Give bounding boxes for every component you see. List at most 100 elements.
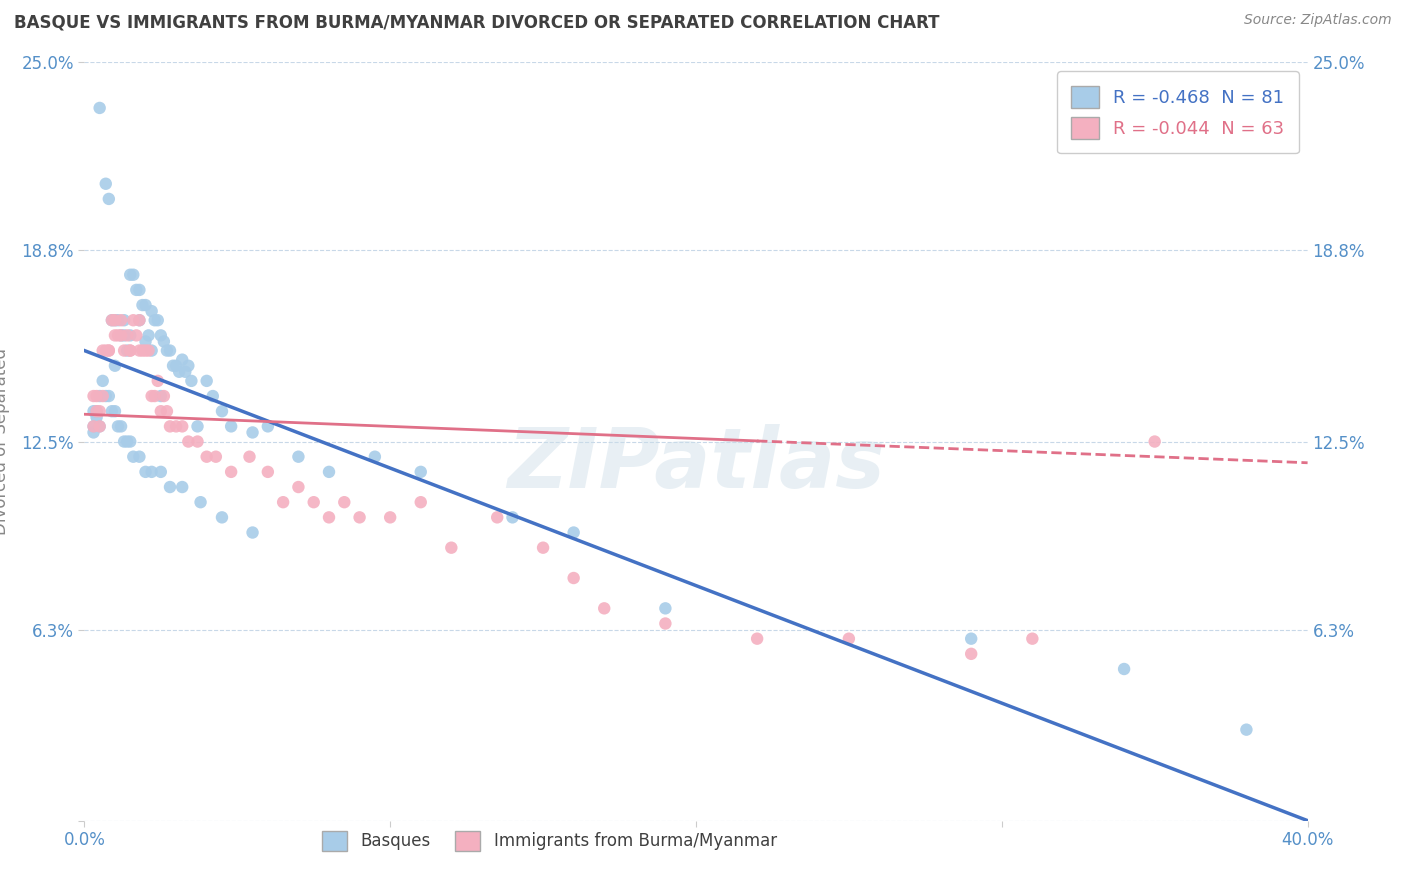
Point bbox=[502, 510, 524, 524]
Point bbox=[172, 419, 194, 434]
Point bbox=[242, 525, 264, 540]
Point bbox=[654, 616, 676, 631]
Point bbox=[174, 365, 197, 379]
Point bbox=[83, 404, 105, 418]
Point bbox=[211, 404, 233, 418]
Point bbox=[219, 419, 242, 434]
Point bbox=[143, 389, 166, 403]
Point bbox=[128, 313, 150, 327]
Point bbox=[380, 510, 402, 524]
Point bbox=[120, 268, 142, 282]
Point bbox=[135, 334, 157, 349]
Point bbox=[112, 343, 135, 358]
Point bbox=[141, 465, 163, 479]
Point bbox=[107, 419, 129, 434]
Point bbox=[271, 495, 294, 509]
Point bbox=[205, 450, 228, 464]
Point bbox=[107, 328, 129, 343]
Point bbox=[333, 495, 356, 509]
Point bbox=[141, 343, 163, 358]
Point bbox=[89, 389, 111, 403]
Point bbox=[120, 328, 142, 343]
Y-axis label: Divorced or Separated: Divorced or Separated bbox=[0, 348, 10, 535]
Point bbox=[97, 192, 120, 206]
Point bbox=[287, 480, 309, 494]
Point bbox=[302, 495, 325, 509]
Point bbox=[146, 374, 169, 388]
Point bbox=[195, 374, 218, 388]
Point bbox=[115, 434, 138, 449]
Point bbox=[110, 328, 132, 343]
Point bbox=[838, 632, 860, 646]
Point bbox=[83, 389, 105, 403]
Point bbox=[131, 343, 153, 358]
Point bbox=[153, 389, 176, 403]
Point bbox=[195, 450, 218, 464]
Point bbox=[593, 601, 616, 615]
Point bbox=[146, 313, 169, 327]
Point bbox=[112, 328, 135, 343]
Point bbox=[131, 298, 153, 312]
Point bbox=[531, 541, 554, 555]
Point bbox=[112, 313, 135, 327]
Point bbox=[122, 450, 145, 464]
Point bbox=[349, 510, 371, 524]
Point bbox=[409, 495, 432, 509]
Point bbox=[101, 313, 124, 327]
Point bbox=[242, 425, 264, 440]
Point bbox=[128, 313, 150, 327]
Point bbox=[1143, 434, 1166, 449]
Point bbox=[1021, 632, 1043, 646]
Point bbox=[122, 313, 145, 327]
Point bbox=[120, 343, 142, 358]
Point bbox=[153, 334, 176, 349]
Point bbox=[86, 389, 108, 403]
Point bbox=[159, 419, 181, 434]
Point bbox=[172, 352, 194, 367]
Point bbox=[128, 450, 150, 464]
Point bbox=[141, 389, 163, 403]
Point bbox=[115, 328, 138, 343]
Point bbox=[101, 404, 124, 418]
Point bbox=[110, 419, 132, 434]
Point bbox=[125, 283, 148, 297]
Point bbox=[141, 304, 163, 318]
Point bbox=[219, 465, 242, 479]
Text: ZIPatlas: ZIPatlas bbox=[508, 424, 884, 505]
Point bbox=[257, 419, 280, 434]
Point bbox=[97, 389, 120, 403]
Point bbox=[1114, 662, 1136, 676]
Point bbox=[86, 404, 108, 418]
Point bbox=[440, 541, 463, 555]
Point bbox=[211, 510, 233, 524]
Point bbox=[159, 343, 181, 358]
Point bbox=[177, 434, 200, 449]
Point bbox=[86, 404, 108, 418]
Point bbox=[122, 268, 145, 282]
Point bbox=[960, 647, 983, 661]
Point bbox=[135, 298, 157, 312]
Point bbox=[135, 465, 157, 479]
Point bbox=[89, 419, 111, 434]
Point bbox=[91, 343, 114, 358]
Point bbox=[156, 343, 179, 358]
Point bbox=[104, 313, 127, 327]
Point bbox=[138, 328, 160, 343]
Point bbox=[143, 313, 166, 327]
Point bbox=[83, 425, 105, 440]
Point bbox=[86, 410, 108, 425]
Point bbox=[486, 510, 509, 524]
Point bbox=[318, 465, 340, 479]
Point bbox=[94, 389, 117, 403]
Point bbox=[562, 525, 585, 540]
Point bbox=[115, 343, 138, 358]
Point bbox=[960, 632, 983, 646]
Point bbox=[177, 359, 200, 373]
Point bbox=[409, 465, 432, 479]
Point bbox=[104, 328, 127, 343]
Point bbox=[138, 343, 160, 358]
Point bbox=[110, 328, 132, 343]
Point bbox=[97, 343, 120, 358]
Point bbox=[149, 465, 172, 479]
Point bbox=[190, 495, 212, 509]
